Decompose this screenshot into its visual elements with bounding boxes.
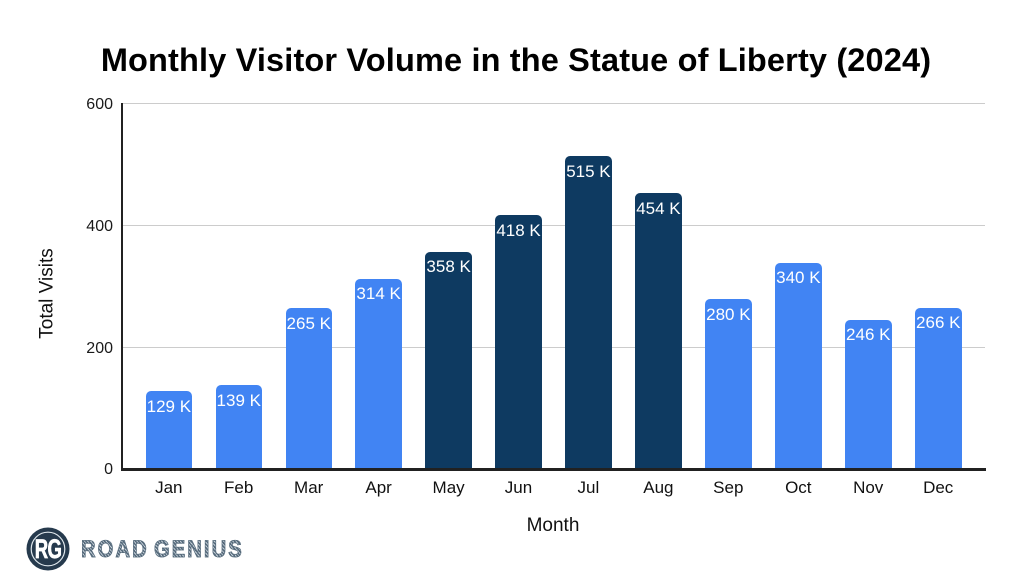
svg-text:RG: RG — [35, 534, 61, 564]
